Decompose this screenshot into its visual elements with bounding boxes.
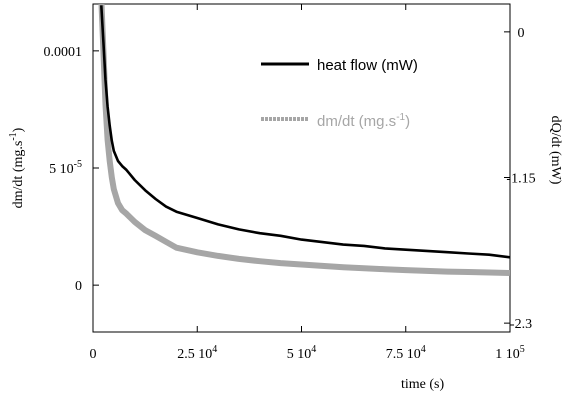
y-left-tick-label: 0 (75, 279, 82, 294)
legend-label-dm-dt: dm/dt (mg.s-1) (317, 112, 410, 130)
plot-frame (92, 3, 511, 333)
y-left-tick-label: 0.0001 (44, 45, 83, 60)
x-tick-label: 0 (90, 347, 97, 362)
legend-label-heat-flow: heat flow (mW) (317, 57, 418, 74)
x-tick-label: 2.5 104 (177, 344, 217, 362)
series-line-dm-dt (98, 4, 510, 276)
y-right-tick-label: -2.3 (510, 317, 532, 332)
y-right-tick-label: -1.15 (506, 171, 535, 186)
series-line-heat-flow (100, 5, 510, 259)
y-left-axis-title: dm/dt (mg.s-1) (8, 127, 26, 208)
y-left-tick-label: 5 10-5 (49, 159, 82, 177)
x-tick-label: 5 104 (287, 344, 317, 362)
x-tick-label: 1 105 (495, 344, 525, 362)
x-tick-label: 7.5 104 (386, 344, 426, 362)
x-axis-title: time (s) (401, 377, 444, 392)
y-right-axis-title: dQ/dt (mW) (548, 116, 563, 185)
y-right-tick-label: 0 (518, 26, 525, 41)
